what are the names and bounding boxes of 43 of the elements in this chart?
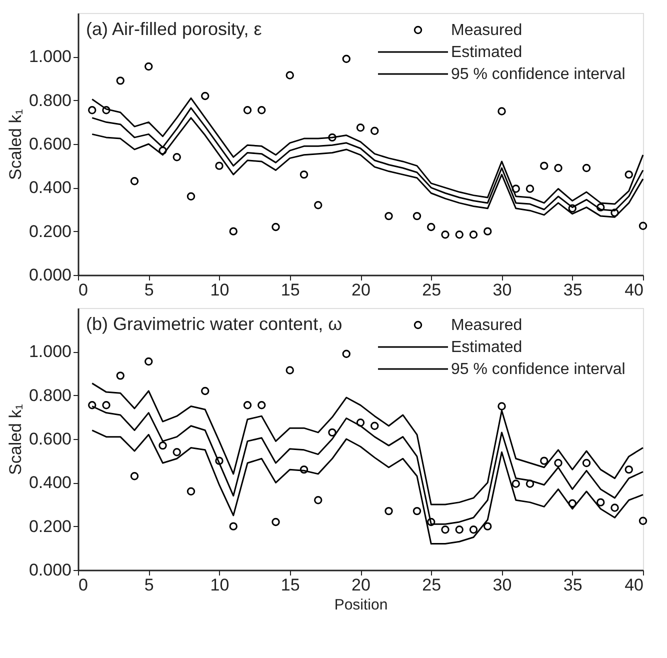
legend-label: Measured — [451, 317, 522, 334]
x-tick-label: 35 — [563, 576, 582, 594]
y-tick-label: 0.200 — [28, 516, 72, 536]
y-tick-label: 0.000 — [28, 266, 72, 284]
x-tick-label: 40 — [624, 576, 644, 594]
x-tick-label: 5 — [144, 280, 154, 300]
x-axis-title: Position — [334, 596, 388, 614]
x-tick-label: 25 — [422, 576, 442, 594]
y-axis-title: Scaled k₁ — [6, 404, 25, 475]
y-tick-label: 0.400 — [28, 473, 72, 492]
legend-label: Estimated — [451, 44, 522, 61]
line-series — [91, 430, 644, 545]
y-tick-label: 1.000 — [28, 47, 72, 66]
legend-label: 95 % confidence interval — [451, 361, 626, 378]
x-tick-label: 10 — [210, 280, 230, 300]
x-tick-label: 10 — [210, 576, 230, 594]
x-tick-label: 25 — [422, 280, 442, 300]
x-tick-label: 15 — [280, 280, 300, 300]
x-tick-label: 40 — [624, 280, 644, 300]
y-tick-label: 0.800 — [28, 386, 72, 405]
x-tick-label: 20 — [352, 576, 370, 594]
x-tick-label: 5 — [144, 576, 154, 594]
legend-label: Measured — [451, 22, 522, 39]
x-tick-label: 20 — [352, 280, 370, 300]
x-tick-label: 0 — [78, 576, 88, 594]
legend-label: Estimated — [451, 339, 522, 356]
chart-title: (b) Gravimetric water content, ω — [86, 314, 342, 334]
legend-label: 95 % confidence interval — [451, 66, 626, 83]
y-tick-label: 0.800 — [28, 90, 72, 110]
x-tick-label: 30 — [492, 280, 512, 300]
y-tick-label: 0.200 — [28, 222, 72, 241]
y-axis-title: Scaled k₁ — [6, 108, 25, 180]
x-tick-label: 15 — [280, 576, 300, 594]
chart-title: (a) Air-filled porosity, ε — [86, 19, 262, 39]
y-tick-label: 0.000 — [28, 560, 72, 580]
x-tick-label: 0 — [78, 280, 88, 300]
line-series — [91, 382, 644, 506]
x-tick-label: 35 — [563, 280, 582, 300]
x-tick-label: 30 — [492, 576, 512, 594]
y-tick-label: 1.000 — [28, 342, 72, 362]
y-tick-label: 0.600 — [28, 430, 72, 448]
y-tick-label: 0.600 — [28, 134, 72, 154]
y-tick-label: 0.400 — [28, 178, 72, 198]
